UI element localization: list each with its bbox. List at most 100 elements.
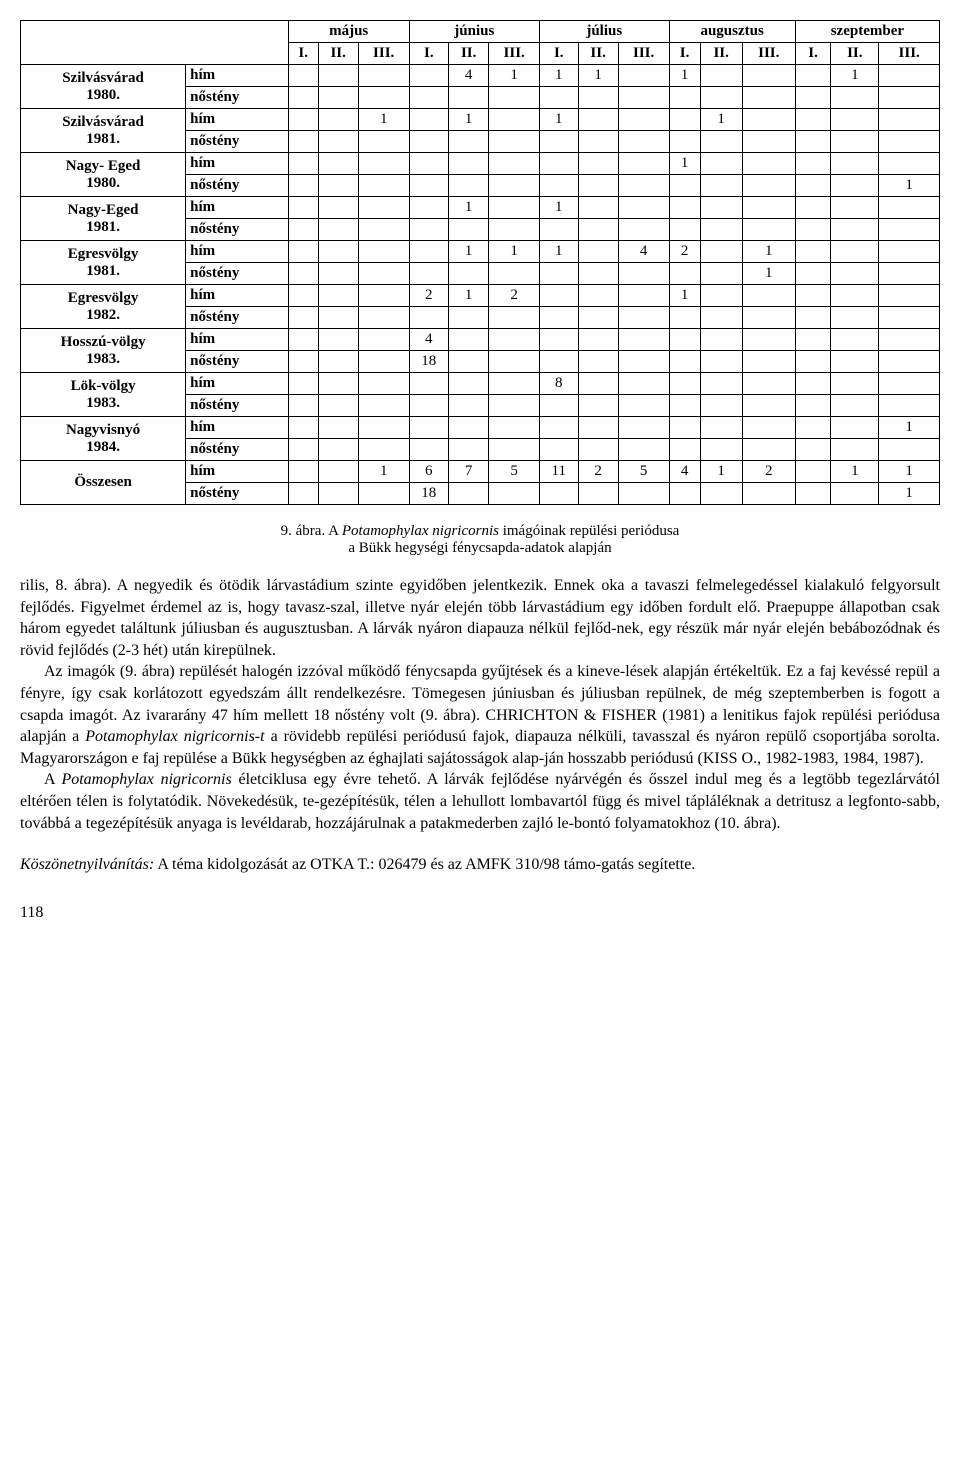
subcol: I. bbox=[795, 43, 831, 65]
data-cell bbox=[831, 263, 879, 285]
data-cell: 1 bbox=[358, 109, 409, 131]
data-cell bbox=[489, 483, 540, 505]
data-cell bbox=[700, 417, 742, 439]
data-cell bbox=[409, 307, 448, 329]
data-cell bbox=[618, 131, 669, 153]
paragraph: A Potamophylax nigricornis életciklusa e… bbox=[20, 769, 940, 834]
data-cell bbox=[795, 329, 831, 351]
data-cell bbox=[489, 373, 540, 395]
data-cell bbox=[449, 417, 489, 439]
data-cell bbox=[879, 87, 940, 109]
data-cell bbox=[618, 109, 669, 131]
data-cell bbox=[318, 153, 358, 175]
data-cell bbox=[742, 197, 795, 219]
data-cell bbox=[409, 87, 448, 109]
data-cell bbox=[700, 219, 742, 241]
data-cell bbox=[831, 329, 879, 351]
data-cell: 1 bbox=[449, 197, 489, 219]
data-cell bbox=[318, 263, 358, 285]
data-cell: 1 bbox=[578, 65, 618, 87]
data-cell bbox=[489, 87, 540, 109]
data-cell bbox=[795, 461, 831, 483]
data-cell bbox=[831, 153, 879, 175]
data-cell bbox=[489, 439, 540, 461]
data-cell bbox=[879, 263, 940, 285]
data-cell bbox=[795, 65, 831, 87]
data-cell bbox=[700, 285, 742, 307]
gender-label: nőstény bbox=[186, 87, 289, 109]
data-cell bbox=[618, 175, 669, 197]
data-cell bbox=[318, 241, 358, 263]
data-cell bbox=[409, 241, 448, 263]
data-cell bbox=[578, 395, 618, 417]
data-cell bbox=[879, 65, 940, 87]
data-cell bbox=[358, 219, 409, 241]
data-cell bbox=[540, 329, 579, 351]
data-cell bbox=[618, 65, 669, 87]
data-cell bbox=[489, 417, 540, 439]
data-cell: 1 bbox=[879, 483, 940, 505]
data-cell: 2 bbox=[669, 241, 700, 263]
location-label: Egresvölgy1981. bbox=[21, 241, 186, 285]
data-cell bbox=[879, 109, 940, 131]
data-cell bbox=[578, 285, 618, 307]
data-cell bbox=[618, 373, 669, 395]
location-label: Egresvölgy1982. bbox=[21, 285, 186, 329]
data-cell bbox=[879, 329, 940, 351]
ack-label: Köszönetnyilvánítás: bbox=[20, 856, 154, 873]
data-cell bbox=[449, 153, 489, 175]
data-cell bbox=[879, 153, 940, 175]
data-cell bbox=[358, 373, 409, 395]
data-cell bbox=[669, 329, 700, 351]
data-cell bbox=[742, 307, 795, 329]
data-cell bbox=[700, 329, 742, 351]
data-cell bbox=[489, 109, 540, 131]
data-cell bbox=[831, 197, 879, 219]
gender-label: hím bbox=[186, 329, 289, 351]
data-cell bbox=[795, 87, 831, 109]
data-cell bbox=[578, 175, 618, 197]
data-cell bbox=[540, 131, 579, 153]
data-cell bbox=[831, 417, 879, 439]
data-cell: 4 bbox=[618, 241, 669, 263]
data-cell bbox=[409, 219, 448, 241]
data-cell bbox=[795, 109, 831, 131]
data-cell bbox=[540, 175, 579, 197]
data-cell bbox=[358, 285, 409, 307]
data-cell bbox=[578, 219, 618, 241]
data-cell: 18 bbox=[409, 483, 448, 505]
paragraph: rilis, 8. ábra). A negyedik és ötödik lá… bbox=[20, 575, 940, 661]
data-cell bbox=[669, 197, 700, 219]
data-cell bbox=[742, 285, 795, 307]
data-cell: 6 bbox=[409, 461, 448, 483]
data-cell bbox=[879, 395, 940, 417]
data-cell bbox=[795, 351, 831, 373]
data-cell bbox=[618, 87, 669, 109]
data-cell bbox=[318, 131, 358, 153]
data-cell bbox=[795, 131, 831, 153]
data-cell bbox=[540, 285, 579, 307]
data-cell: 1 bbox=[489, 241, 540, 263]
data-cell bbox=[669, 87, 700, 109]
data-cell bbox=[795, 263, 831, 285]
gender-label: hím bbox=[186, 285, 289, 307]
data-cell bbox=[618, 285, 669, 307]
data-cell: 1 bbox=[879, 175, 940, 197]
paragraph: Az imagók (9. ábra) repülését halogén iz… bbox=[20, 661, 940, 769]
data-cell bbox=[618, 395, 669, 417]
data-cell bbox=[318, 109, 358, 131]
data-cell: 4 bbox=[449, 65, 489, 87]
data-cell: 1 bbox=[700, 109, 742, 131]
total-label: Összesen bbox=[21, 461, 186, 505]
data-cell bbox=[669, 483, 700, 505]
data-cell: 1 bbox=[879, 417, 940, 439]
data-cell bbox=[489, 219, 540, 241]
data-cell bbox=[409, 395, 448, 417]
data-cell bbox=[318, 351, 358, 373]
header-month: június bbox=[409, 21, 539, 43]
data-cell bbox=[358, 175, 409, 197]
data-cell: 1 bbox=[669, 285, 700, 307]
subcol: I. bbox=[288, 43, 318, 65]
data-cell: 1 bbox=[742, 263, 795, 285]
data-cell bbox=[288, 307, 318, 329]
